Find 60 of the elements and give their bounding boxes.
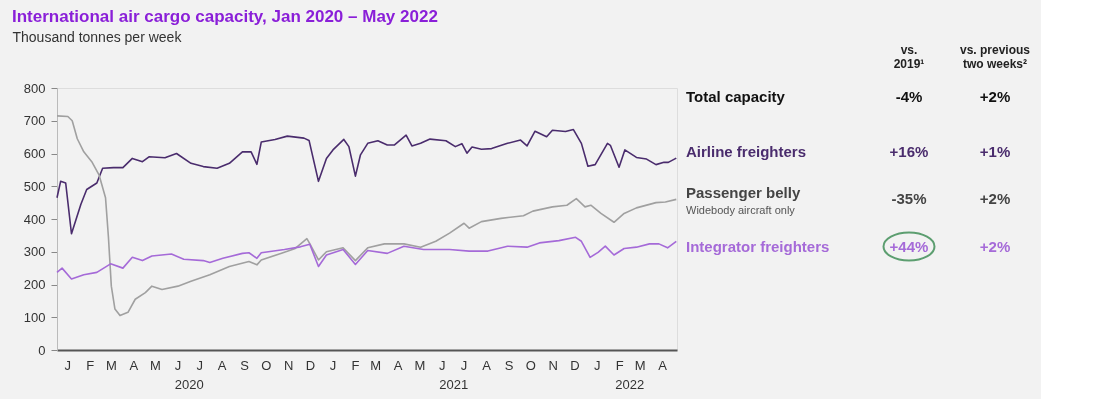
y-tick-label: 600: [23, 146, 46, 161]
text: -4%: [895, 88, 923, 106]
text: -35%: [891, 190, 927, 208]
text: N: [284, 358, 294, 373]
text: +1%: [979, 143, 1011, 161]
y-tick-label: 100: [23, 309, 46, 325]
text: A: [482, 358, 492, 373]
text: A: [658, 358, 668, 373]
text: F: [351, 358, 360, 373]
x-tick-label: 2022: [615, 376, 645, 392]
text: O: [261, 358, 272, 373]
y-axis-title: Thousand tonnes per week: [12, 28, 183, 45]
text: M: [150, 358, 161, 373]
text: Total capacity: [686, 88, 786, 106]
text: J: [174, 358, 182, 373]
y-tick-label: 200: [23, 277, 46, 292]
text: O: [525, 358, 536, 373]
text: D: [305, 358, 316, 373]
line-series: [56, 236, 678, 280]
text: A: [393, 358, 403, 373]
text: +16%: [889, 143, 929, 161]
y-tick-label: 300: [23, 244, 46, 260]
text: D: [570, 358, 580, 373]
y-tick-label: 400: [23, 211, 46, 227]
series-label: Integrator freighters: [686, 237, 830, 255]
line-series: [56, 115, 678, 317]
x-tick-label: 2020: [174, 376, 204, 392]
y-tick-label: 700: [23, 113, 46, 129]
text: J: [329, 358, 337, 373]
text: J: [64, 358, 72, 373]
text: A: [129, 358, 139, 373]
text: J: [439, 358, 446, 373]
line-series: [56, 128, 678, 235]
text: N: [548, 358, 558, 373]
y-tick-label: 800: [23, 80, 46, 96]
text: +2%: [979, 88, 1011, 106]
text: +44%: [889, 237, 929, 255]
x-tick-label: 2021: [439, 376, 469, 392]
text: M: [105, 358, 117, 373]
text: vs. previous two weeks²: [959, 42, 1031, 71]
text: M: [634, 358, 646, 373]
y-tick-label: 500: [23, 178, 46, 194]
text: J: [594, 358, 601, 373]
text: F: [615, 358, 624, 373]
series-label: Passenger belly: [686, 184, 801, 202]
text: vs. 2019¹: [893, 42, 925, 71]
text: A: [217, 358, 227, 373]
y-tick-label: 0: [38, 342, 46, 358]
text: S: [240, 358, 250, 373]
text: M: [370, 358, 382, 373]
chart-title: International air cargo capacity, Jan 2020 – May 2022: [12, 7, 438, 26]
text: J: [460, 358, 468, 373]
text: S: [504, 358, 514, 373]
text: +2%: [979, 190, 1011, 208]
text: M: [414, 358, 426, 373]
series-label: Airline freighters: [686, 143, 807, 161]
text: J: [196, 358, 203, 373]
text: Widebody aircraft only: [686, 204, 796, 217]
text: F: [86, 358, 95, 373]
text: +2%: [979, 237, 1011, 255]
